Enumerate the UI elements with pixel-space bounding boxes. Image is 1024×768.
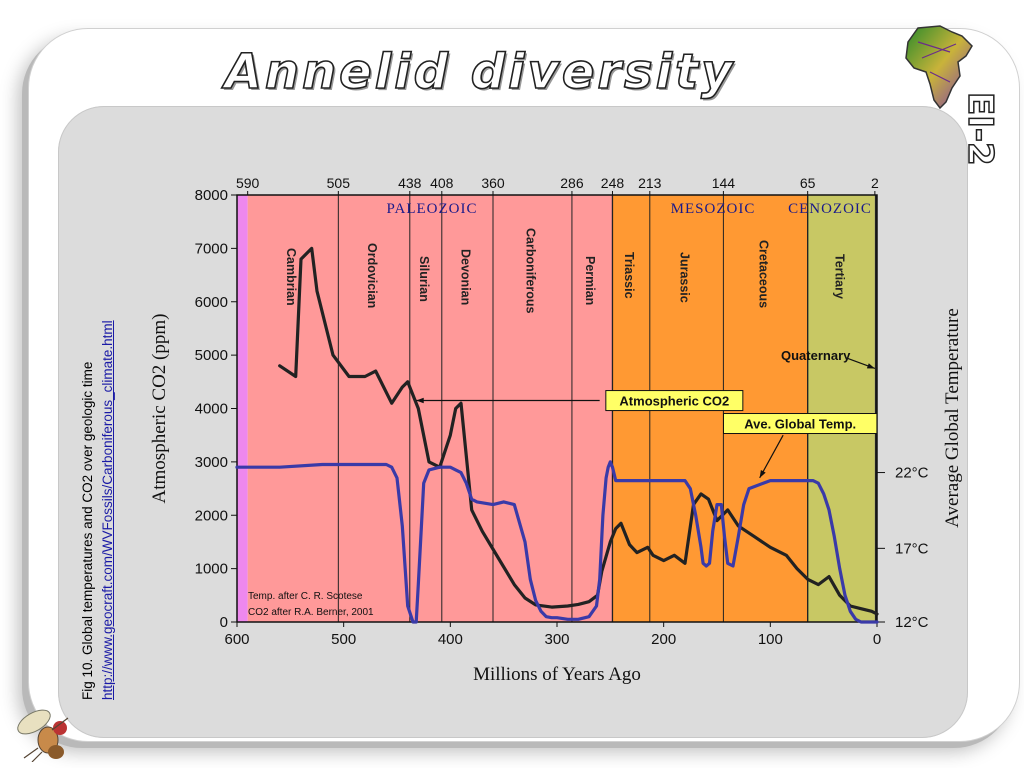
x-tick-label: 200 (651, 631, 676, 648)
top-tick-label: 248 (601, 175, 625, 191)
slide-title: Annelid diversity (224, 43, 736, 101)
x-tick-label: 600 (224, 631, 249, 648)
credit-line: Temp. after C. R. Scotese (248, 591, 363, 602)
top-tick-label: 286 (560, 175, 584, 191)
period-label: Carboniferous (523, 228, 537, 313)
period-label: Ordovician (365, 243, 379, 308)
y-tick-label: 6000 (195, 294, 228, 311)
period-label: Tertiary (832, 254, 846, 299)
y-tick-label: 7000 (195, 240, 228, 257)
period-label: Silurian (417, 256, 431, 302)
annotation-arrow (759, 434, 784, 479)
x-tick-label: 300 (544, 631, 569, 648)
top-tick-label: 2 (871, 175, 879, 191)
annotation-arrowhead (416, 397, 424, 404)
y-tick-label: 2000 (195, 507, 228, 524)
top-tick-label: 360 (481, 175, 505, 191)
period-label: Triassic (622, 252, 636, 299)
y-tick-label: 8000 (195, 187, 228, 204)
period-label: Devonian (458, 249, 472, 305)
x-tick-label: 100 (758, 631, 783, 648)
x-axis-label: Millions of Years Ago (473, 664, 641, 685)
x-tick-label: 400 (438, 631, 463, 648)
y-tick-label: 4000 (195, 401, 228, 418)
precambrian-band (237, 195, 248, 622)
y-tick-label: 0 (220, 614, 228, 631)
top-tick-label: 408 (430, 175, 454, 191)
fruit-fly-logo-icon (17, 709, 69, 762)
era-band-paleozoic (247, 195, 613, 622)
era-band-cenozoic (807, 195, 875, 622)
y-tick-label: 5000 (195, 347, 228, 364)
annotation-label: Atmospheric CO2 (619, 394, 729, 409)
credit-line: CO2 after R.A. Berner, 2001 (248, 607, 374, 618)
era-label: PALEOZOIC (387, 201, 478, 217)
top-tick-label: 65 (800, 175, 816, 191)
period-label: Cambrian (284, 248, 298, 306)
top-tick-label: 438 (398, 175, 422, 191)
recent-band (874, 195, 877, 622)
y2-tick-label: 12°C (895, 614, 929, 631)
series-line-ave-global-temp- (235, 460, 879, 624)
annotation-arrowhead (866, 363, 875, 369)
period-label: Jurassic (678, 252, 692, 303)
top-tick-label: 505 (327, 175, 351, 191)
annotation-arrowhead (759, 469, 766, 478)
y2-tick-label: 22°C (895, 465, 929, 482)
top-tick-label: 144 (712, 175, 736, 191)
era-label: CENOZOIC (788, 201, 872, 217)
top-tick-label: 213 (638, 175, 662, 191)
annotation-box (605, 390, 744, 412)
africa-map-logo-icon (905, 25, 973, 110)
y2-axis-label: Average Global Temperature (942, 308, 963, 528)
annotation-label: Quaternary (781, 348, 851, 363)
y2-tick-label: 17°C (895, 540, 929, 557)
y-tick-label: 1000 (195, 561, 228, 578)
y-axis-label: Atmospheric CO2 (ppm) (149, 314, 170, 504)
y-tick-label: 3000 (195, 454, 228, 471)
x-tick-label: 500 (331, 631, 356, 648)
annotation-label: Ave. Global Temp. (744, 417, 856, 432)
era-label: MESOZOIC (671, 201, 756, 217)
top-tick-label: 590 (236, 175, 260, 191)
period-label: Cretaceous (757, 240, 771, 308)
period-label: Permian (583, 256, 597, 305)
annotation-box (723, 413, 878, 435)
x-tick-label: 0 (873, 631, 881, 648)
